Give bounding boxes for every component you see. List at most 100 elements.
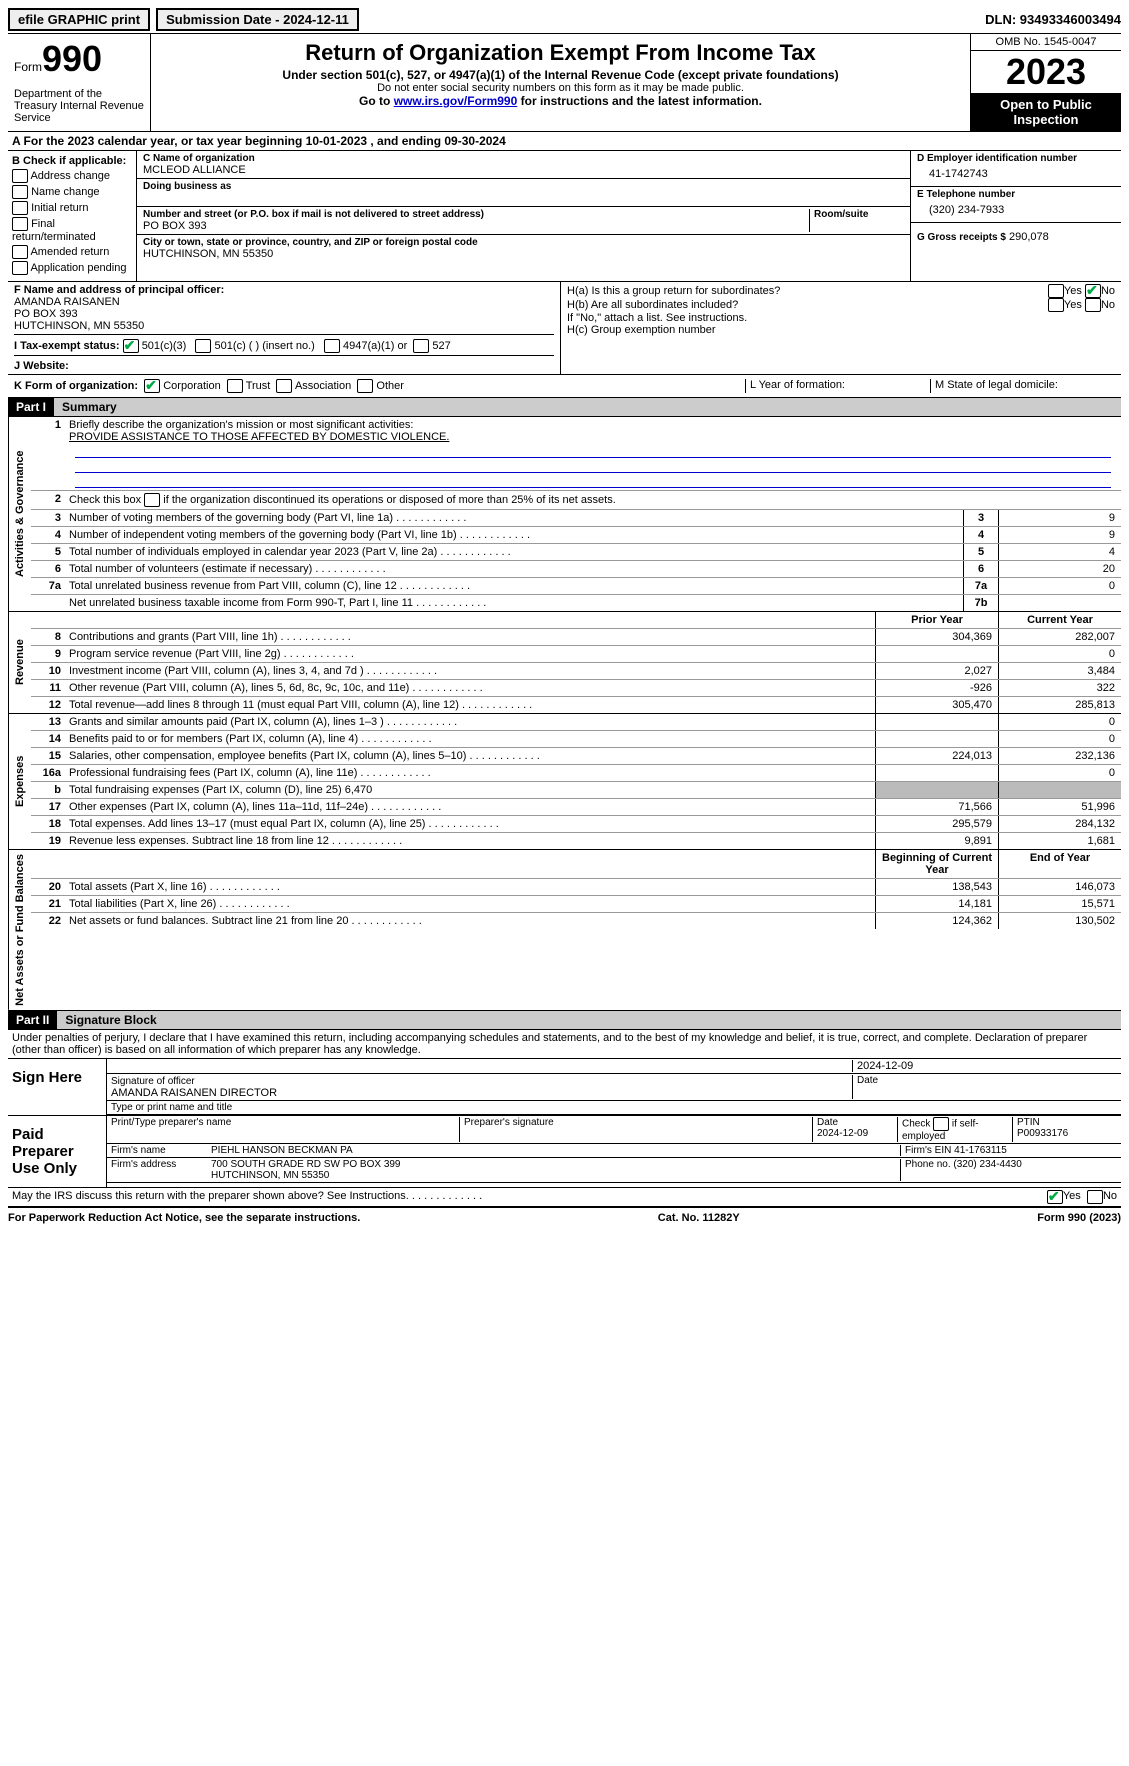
omb-number: OMB No. 1545-0047 xyxy=(971,34,1121,51)
org-name-label: C Name of organization xyxy=(143,153,904,164)
org-name: MCLEOD ALLIANCE xyxy=(143,164,904,176)
part1-header: Part I Summary xyxy=(8,398,1121,417)
sig-officer-lbl: Signature of officer xyxy=(111,1076,195,1087)
section-b: B Check if applicable: Address change Na… xyxy=(8,151,137,281)
ptin: P00933176 xyxy=(1017,1128,1068,1139)
firm-addr2: HUTCHINSON, MN 55350 xyxy=(211,1170,329,1181)
form-subtitle: Under section 501(c), 527, or 4947(a)(1)… xyxy=(157,68,964,82)
type-name-lbl: Type or print name and title xyxy=(107,1101,1121,1115)
chk-assoc[interactable] xyxy=(276,379,292,393)
chk-self-employed[interactable] xyxy=(933,1117,949,1131)
mission-label: Briefly describe the organization's miss… xyxy=(69,419,413,431)
governance-section: Activities & Governance 1 Briefly descri… xyxy=(8,417,1121,612)
year-box: OMB No. 1545-0047 2023 Open to Public In… xyxy=(971,34,1121,131)
form-id-box: Form990 Department of the Treasury Inter… xyxy=(8,34,151,131)
line2-text: Check this box if the organization disco… xyxy=(65,491,1121,509)
vlabel-net: Net Assets or Fund Balances xyxy=(8,850,31,1010)
chk-trust[interactable] xyxy=(227,379,243,393)
irs-link[interactable]: www.irs.gov/Form990 xyxy=(394,94,518,108)
section-i: I Tax-exempt status: 501(c)(3) 501(c) ( … xyxy=(14,334,554,353)
hb-yes[interactable] xyxy=(1048,298,1064,312)
hb-note: If "No," attach a list. See instructions… xyxy=(567,312,1115,324)
chk-amended-return[interactable]: Amended return xyxy=(12,245,132,259)
page-footer: For Paperwork Reduction Act Notice, see … xyxy=(8,1208,1121,1224)
col-current: Current Year xyxy=(998,612,1121,628)
footer-left: For Paperwork Reduction Act Notice, see … xyxy=(8,1212,360,1224)
part2-header: Part II Signature Block xyxy=(8,1011,1121,1030)
part2-hdr: Part II xyxy=(8,1011,57,1029)
section-d-g: D Employer identification number 41-1742… xyxy=(911,151,1121,281)
part1-title: Summary xyxy=(54,398,1121,416)
self-emp: Check if self-employed xyxy=(898,1117,1013,1142)
part1-hdr: Part I xyxy=(8,398,54,416)
row-f-h: F Name and address of principal officer:… xyxy=(8,282,1121,375)
phone-value: (320) 234-7933 xyxy=(917,200,1115,220)
form-title: Return of Organization Exempt From Incom… xyxy=(157,40,964,66)
i-label: I Tax-exempt status: xyxy=(14,340,120,352)
entity-info-grid: B Check if applicable: Address change Na… xyxy=(8,151,1121,282)
chk-4947[interactable] xyxy=(324,339,340,353)
ha-label: H(a) Is this a group return for subordin… xyxy=(567,285,1048,297)
chk-application-pending[interactable]: Application pending xyxy=(12,261,132,275)
discuss-row: May the IRS discuss this return with the… xyxy=(8,1188,1121,1208)
hb-no[interactable] xyxy=(1085,298,1101,312)
ha-yes[interactable] xyxy=(1048,284,1064,298)
chk-527[interactable] xyxy=(413,339,429,353)
expenses-section: Expenses 13Grants and similar amounts pa… xyxy=(8,714,1121,850)
chk-501c3[interactable] xyxy=(123,339,139,353)
officer-name: AMANDA RAISANEN xyxy=(14,296,554,308)
section-h: H(a) Is this a group return for subordin… xyxy=(561,282,1121,374)
discuss-yes[interactable] xyxy=(1047,1190,1063,1204)
hc-label: H(c) Group exemption number xyxy=(567,324,1115,336)
prep-name-lbl: Print/Type preparer's name xyxy=(111,1117,460,1142)
footer-mid: Cat. No. 11282Y xyxy=(658,1212,740,1224)
dln-label: DLN: 93493346003494 xyxy=(985,12,1121,27)
chk-address-change[interactable]: Address change xyxy=(12,169,132,183)
officer-addr2: HUTCHINSON, MN 55350 xyxy=(14,320,554,332)
officer-name-title: AMANDA RAISANEN DIRECTOR xyxy=(111,1087,277,1099)
paid-preparer-label: Paid Preparer Use Only xyxy=(8,1116,107,1187)
officer-addr1: PO BOX 393 xyxy=(14,308,554,320)
officer-label: F Name and address of principal officer: xyxy=(14,284,554,296)
title-box: Return of Organization Exempt From Incom… xyxy=(151,34,971,131)
tax-year: 2023 xyxy=(971,51,1121,93)
firm-name: PIEHL HANSON BECKMAN PA xyxy=(211,1145,900,1156)
dba-label: Doing business as xyxy=(143,181,904,192)
b-label: B Check if applicable: xyxy=(12,155,132,167)
firm-addr-lbl: Firm's address xyxy=(111,1159,211,1181)
form-label: Form xyxy=(14,60,42,74)
top-bar: efile GRAPHIC print Submission Date - 20… xyxy=(8,8,1121,34)
chk-501c[interactable] xyxy=(195,339,211,353)
chk-discontinued[interactable] xyxy=(144,493,160,507)
hb-label: H(b) Are all subordinates included? xyxy=(567,299,1048,311)
l-year-formation: L Year of formation: xyxy=(746,379,931,393)
chk-name-change[interactable]: Name change xyxy=(12,185,132,199)
ein-label: D Employer identification number xyxy=(917,153,1115,164)
section-a-period: A For the 2023 calendar year, or tax yea… xyxy=(8,132,1121,151)
prep-date: 2024-12-09 xyxy=(817,1128,868,1139)
k-label: K Form of organization: xyxy=(14,380,138,392)
gross-value: 290,078 xyxy=(1009,231,1049,243)
discuss-no[interactable] xyxy=(1087,1190,1103,1204)
street-label: Number and street (or P.O. box if mail i… xyxy=(143,209,805,220)
open-inspection: Open to Public Inspection xyxy=(971,93,1121,131)
submission-date: Submission Date - 2024-12-11 xyxy=(156,8,359,31)
footer-right: Form 990 (2023) xyxy=(1037,1212,1121,1224)
signature-block: Sign Here 2024-12-09 Signature of office… xyxy=(8,1059,1121,1188)
chk-final-return[interactable]: Final return/terminated xyxy=(12,217,132,243)
sig-date: 2024-12-09 xyxy=(852,1060,1117,1072)
dept-label: Department of the Treasury Internal Reve… xyxy=(14,88,144,124)
ha-no[interactable] xyxy=(1085,284,1101,298)
row-k: K Form of organization: Corporation Trus… xyxy=(8,375,1121,398)
chk-initial-return[interactable]: Initial return xyxy=(12,201,132,215)
efile-print-button[interactable]: efile GRAPHIC print xyxy=(8,8,150,31)
j-website-label: J Website: xyxy=(14,360,69,372)
firm-name-lbl: Firm's name xyxy=(111,1145,211,1156)
goto-post: for instructions and the latest informat… xyxy=(517,94,762,108)
phone-label: E Telephone number xyxy=(917,189,1115,200)
chk-other[interactable] xyxy=(357,379,373,393)
chk-corp[interactable] xyxy=(144,379,160,393)
col-prior: Prior Year xyxy=(875,612,998,628)
col-begin: Beginning of Current Year xyxy=(875,850,998,878)
city-value: HUTCHINSON, MN 55350 xyxy=(143,248,904,260)
